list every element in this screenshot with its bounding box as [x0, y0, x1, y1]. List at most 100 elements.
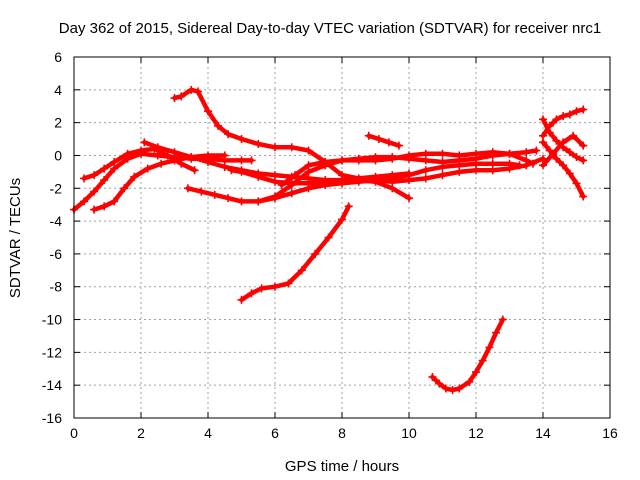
- data-point-sat-h: [532, 146, 541, 155]
- data-point-sat-k: [311, 249, 320, 258]
- data-point-sat-k: [297, 266, 306, 275]
- data-point-sat-i: [354, 156, 363, 165]
- y-tick-label: -6: [50, 246, 63, 262]
- data-point-sat-m: [572, 107, 581, 116]
- data-point-sat-e: [183, 184, 192, 193]
- data-point-sat-p: [549, 149, 558, 158]
- data-point-sat-g: [254, 172, 263, 181]
- data-point-sat-o: [579, 156, 588, 165]
- series-sat-l: [430, 317, 506, 393]
- data-point-sat-h: [522, 148, 531, 157]
- data-point-sat-h: [287, 180, 296, 189]
- data-point-sat-l: [498, 315, 507, 324]
- data-point-sat-h: [271, 192, 279, 201]
- plot-series: [70, 85, 588, 395]
- data-point-sat-m: [565, 110, 574, 119]
- data-point-sat-f: [421, 174, 430, 183]
- data-point-sat-f: [224, 130, 233, 139]
- data-point-sat-c: [100, 164, 109, 173]
- data-point-sat-i: [321, 158, 330, 167]
- data-point-sat-g: [227, 166, 236, 175]
- series-sat-j: [366, 133, 402, 148]
- data-point-sat-b: [120, 184, 129, 193]
- x-tick-label: 14: [535, 425, 551, 441]
- data-point-sat-n: [572, 179, 581, 188]
- y-tick-label: -8: [50, 279, 63, 295]
- data-point-sat-h: [254, 197, 263, 206]
- data-point-sat-j: [394, 141, 403, 150]
- y-tick-label: -12: [42, 344, 62, 360]
- data-point-sat-f: [177, 92, 186, 101]
- data-point-sat-i: [505, 149, 514, 158]
- data-point-sat-l: [441, 384, 450, 393]
- y-tick-label: -4: [50, 213, 63, 229]
- data-point-sat-l: [485, 343, 494, 352]
- data-point-sat-f: [214, 121, 223, 130]
- data-point-sat-n: [559, 161, 568, 170]
- data-point-sat-m: [579, 105, 588, 114]
- data-point-sat-e: [197, 187, 206, 196]
- data-point-sat-k: [338, 215, 346, 224]
- data-point-sat-m: [552, 115, 561, 124]
- data-point-sat-a: [237, 156, 246, 165]
- data-point-sat-j: [384, 138, 393, 147]
- data-point-sat-p: [579, 141, 588, 150]
- data-point-sat-i: [277, 180, 286, 189]
- x-tick-label: 16: [602, 425, 618, 441]
- data-point-sat-o: [552, 136, 561, 145]
- data-point-sat-b: [130, 172, 139, 181]
- data-point-sat-l: [478, 356, 487, 365]
- series-sat-k: [239, 204, 351, 303]
- data-point-sat-g: [338, 177, 346, 186]
- data-point-sat-i: [405, 151, 413, 160]
- data-point-sat-l: [492, 328, 501, 337]
- data-point-sat-i: [438, 149, 447, 158]
- data-point-sat-g: [371, 177, 380, 186]
- data-point-sat-n: [565, 169, 574, 178]
- data-point-sat-i: [388, 154, 397, 163]
- y-tick-label: -10: [42, 312, 62, 328]
- data-point-sat-j: [374, 135, 383, 144]
- data-point-sat-k: [284, 279, 293, 288]
- x-tick-label: 2: [137, 425, 145, 441]
- data-point-sat-b: [100, 202, 109, 211]
- data-point-sat-n: [539, 138, 547, 147]
- data-point-sat-n: [552, 154, 561, 163]
- data-point-sat-i: [488, 148, 497, 157]
- y-tick-label: 4: [54, 82, 62, 98]
- data-point-sat-k: [247, 289, 256, 298]
- data-point-sat-b: [220, 151, 229, 160]
- axis-ticks: 0 2 4 6 8 10 12 14 16 -16 -14 -12 -10 -8 -6 -4 -2 0 2 4 6: [42, 49, 618, 441]
- data-point-sat-g: [304, 179, 313, 188]
- data-point-sat-d: [204, 158, 212, 167]
- x-tick-label: 12: [468, 425, 484, 441]
- data-point-sat-o: [565, 148, 574, 157]
- data-point-sat-l: [472, 368, 480, 377]
- data-point-sat-g: [271, 177, 279, 186]
- data-point-sat-f: [187, 85, 196, 94]
- data-point-sat-d: [140, 138, 149, 147]
- data-point-sat-f: [287, 143, 296, 152]
- data-point-sat-b: [90, 205, 99, 214]
- grid: [74, 57, 610, 418]
- data-point-sat-c: [110, 158, 119, 167]
- data-point-sat-f: [193, 87, 202, 96]
- data-point-sat-i: [304, 161, 313, 170]
- data-point-sat-f: [204, 107, 212, 116]
- data-point-sat-l: [465, 377, 474, 386]
- data-point-sat-g: [388, 184, 397, 193]
- data-point-sat-o: [545, 128, 554, 137]
- data-point-sat-e: [210, 190, 219, 199]
- chart-title: Day 362 of 2015, Sidereal Day-to-day VTE…: [59, 20, 601, 37]
- data-point-sat-g: [237, 167, 246, 176]
- data-point-sat-p: [569, 131, 578, 140]
- data-point-sat-b: [143, 164, 152, 173]
- data-point-sat-k: [237, 295, 246, 304]
- y-tick-label: -2: [50, 180, 63, 196]
- data-point-sat-f: [472, 166, 480, 175]
- y-tick-label: 2: [54, 115, 62, 131]
- data-point-sat-f: [271, 143, 279, 152]
- data-point-sat-f: [304, 146, 313, 155]
- data-point-sat-a: [90, 187, 99, 196]
